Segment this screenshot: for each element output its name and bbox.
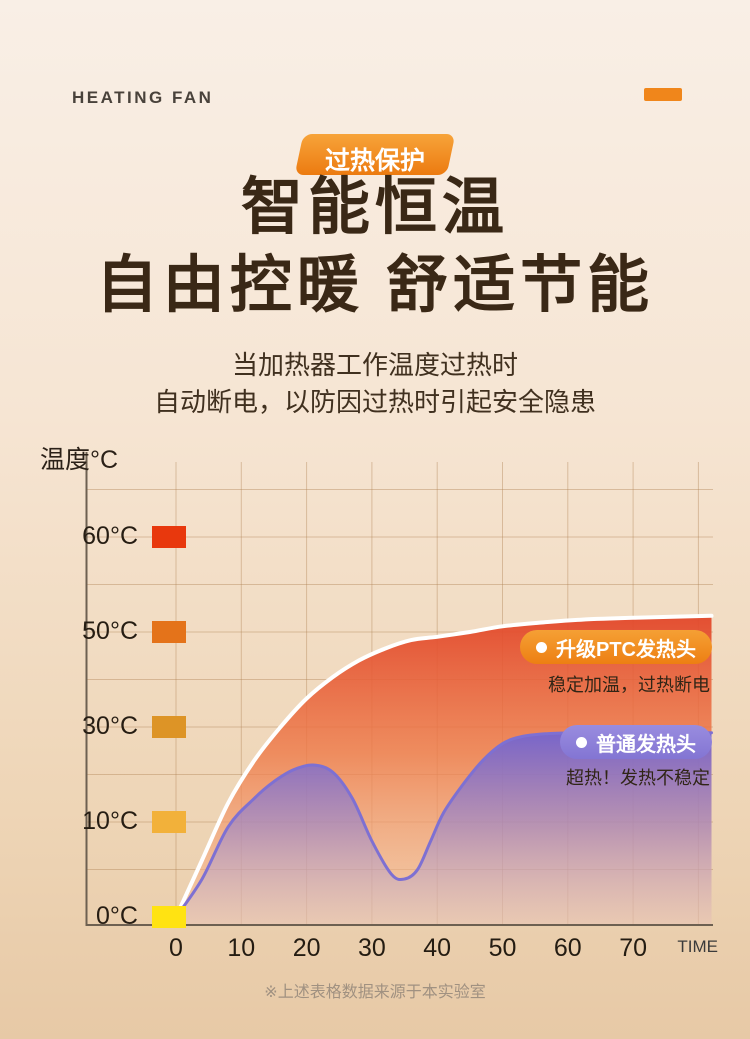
y-tick-swatch <box>152 811 186 833</box>
x-axis-label: TIME <box>677 937 718 956</box>
y-tick-label: 10°C <box>82 807 138 835</box>
accent-bar <box>644 88 682 101</box>
y-tick-label: 50°C <box>82 617 138 645</box>
legend-note-ptc: 稳定加温，过热断电 <box>548 675 710 695</box>
legend-dot-icon <box>576 736 587 748</box>
description-line-2: 自动断电，以防因过热时引起安全隐患 <box>153 387 596 417</box>
legend-badge-ptc: 升级PTC发热头 <box>520 630 712 664</box>
title-line-1: 智能恒温 <box>240 173 509 242</box>
y-tick-swatch <box>152 526 186 548</box>
overheat-badge-label: 过热保护 <box>324 147 426 175</box>
legend-label-ptc: 升级PTC发热头 <box>556 638 696 661</box>
x-tick-label: 60 <box>553 934 582 962</box>
legend-dot-icon <box>536 641 547 653</box>
x-tick-label: 50 <box>488 934 517 962</box>
x-tick-label: 70 <box>619 934 647 962</box>
y-tick-swatch <box>152 906 186 928</box>
x-tick-label: 30 <box>357 934 386 962</box>
title-line-2: 自由控暖 舒适节能 <box>95 251 655 320</box>
description-line-1: 当加热器工作温度过热时 <box>231 350 518 380</box>
legend-badge-ordinary: 普通发热头 <box>560 725 712 759</box>
brand-text: HEATING FAN <box>72 88 214 107</box>
y-axis-label: 温度°C <box>40 446 119 474</box>
legend-note-ordinary: 超热！发热不稳定 <box>566 768 710 788</box>
y-tick-swatch <box>152 621 186 643</box>
y-tick-label: 30°C <box>82 712 138 740</box>
x-tick-label: 0 <box>169 934 183 962</box>
y-tick-swatch <box>152 716 186 738</box>
legend-label-ordinary: 普通发热头 <box>596 733 696 756</box>
footer-note: ※上述表格数据来源于本实验室 <box>264 984 486 1001</box>
y-tick-label: 60°C <box>82 522 138 550</box>
x-tick-label: 20 <box>292 934 321 962</box>
x-tick-label: 40 <box>423 934 452 962</box>
overheat-protection-badge: 过热保护 <box>294 134 456 175</box>
y-tick-label: 0°C <box>96 902 138 930</box>
x-tick-label: 10 <box>227 934 256 962</box>
